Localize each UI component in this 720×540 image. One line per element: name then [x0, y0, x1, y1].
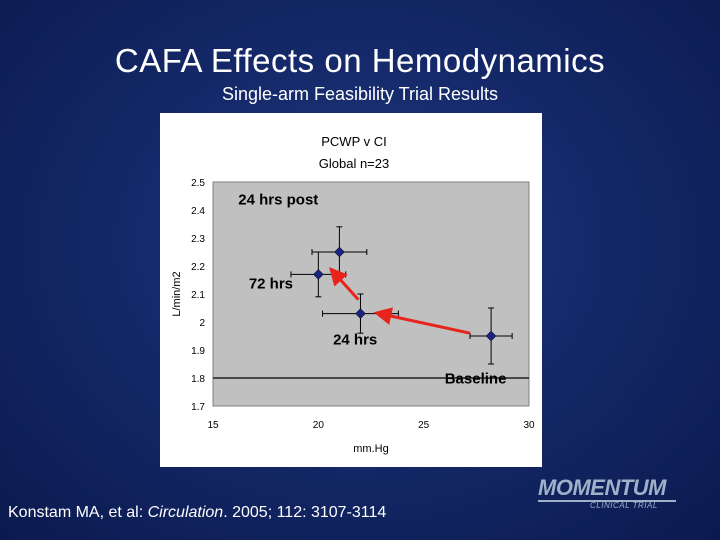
x-tick-label: 20	[313, 420, 325, 431]
logo-wordmark: MOMENTUM	[538, 475, 666, 500]
diamond-marker	[485, 330, 497, 342]
momentum-logo: MOMENTUM CLINICAL TRIAL	[538, 475, 688, 515]
slide-subtitle: Single-arm Feasibility Trial Results	[221, 84, 499, 104]
point-annotation: 24 hrs post	[238, 191, 318, 208]
y-tick-label: 2.3	[191, 234, 205, 245]
point-annotation: 72 hrs	[249, 275, 293, 292]
y-tick-label: 2.2	[191, 262, 205, 273]
y-tick-label: 2	[199, 318, 205, 329]
citation-journal: Circulation	[147, 504, 224, 521]
chart-panel: PCWP v CI Global n=23 1.7 1.8 1.9 2 2.1 2.2 2.…	[160, 113, 542, 467]
plot-area	[212, 181, 530, 407]
citation: Konstam MA, et al: Circulation. 2005; 11…	[8, 504, 386, 522]
y-tick-label: 1.8	[191, 374, 205, 385]
y-axis-label: L/min/m2	[171, 271, 183, 316]
y-tick-label: 1.9	[191, 346, 205, 357]
logo-tagline: CLINICAL TRIAL	[590, 501, 658, 510]
point-annotation: Baseline	[445, 371, 507, 388]
logo-underline	[538, 500, 676, 502]
x-axis-label: mm.Hg	[353, 443, 388, 455]
x-tick-label: 30	[523, 420, 535, 431]
y-tick-label: 2.4	[191, 206, 205, 217]
chart-subtitle: Global n=23	[319, 156, 389, 171]
x-tick-label: 25	[418, 420, 430, 431]
data-point	[469, 307, 513, 365]
diamond-marker	[312, 269, 324, 280]
slide-title: CAFA Effects on Hemodynamics	[114, 42, 606, 79]
y-tick-label: 2.1	[191, 290, 205, 301]
point-annotation: 24 hrs	[333, 331, 377, 348]
diamond-marker	[355, 308, 366, 319]
y-tick-label: 2.5	[191, 178, 205, 189]
scatter-chart: PCWP v CI Global n=23 1.7 1.8 1.9 2 2.1 2.2 2.…	[171, 134, 535, 455]
data-point	[322, 293, 399, 334]
citation-details: . 2005; 112: 3107-3114	[223, 504, 387, 521]
diamond-marker	[334, 246, 345, 258]
citation-authors: Konstam MA, et al:	[8, 504, 148, 521]
trend-arrow	[329, 267, 360, 301]
chart-title: PCWP v CI	[321, 134, 387, 149]
y-tick-label: 1.7	[191, 402, 205, 413]
trend-arrow	[373, 307, 471, 335]
x-tick-label: 15	[207, 420, 219, 431]
